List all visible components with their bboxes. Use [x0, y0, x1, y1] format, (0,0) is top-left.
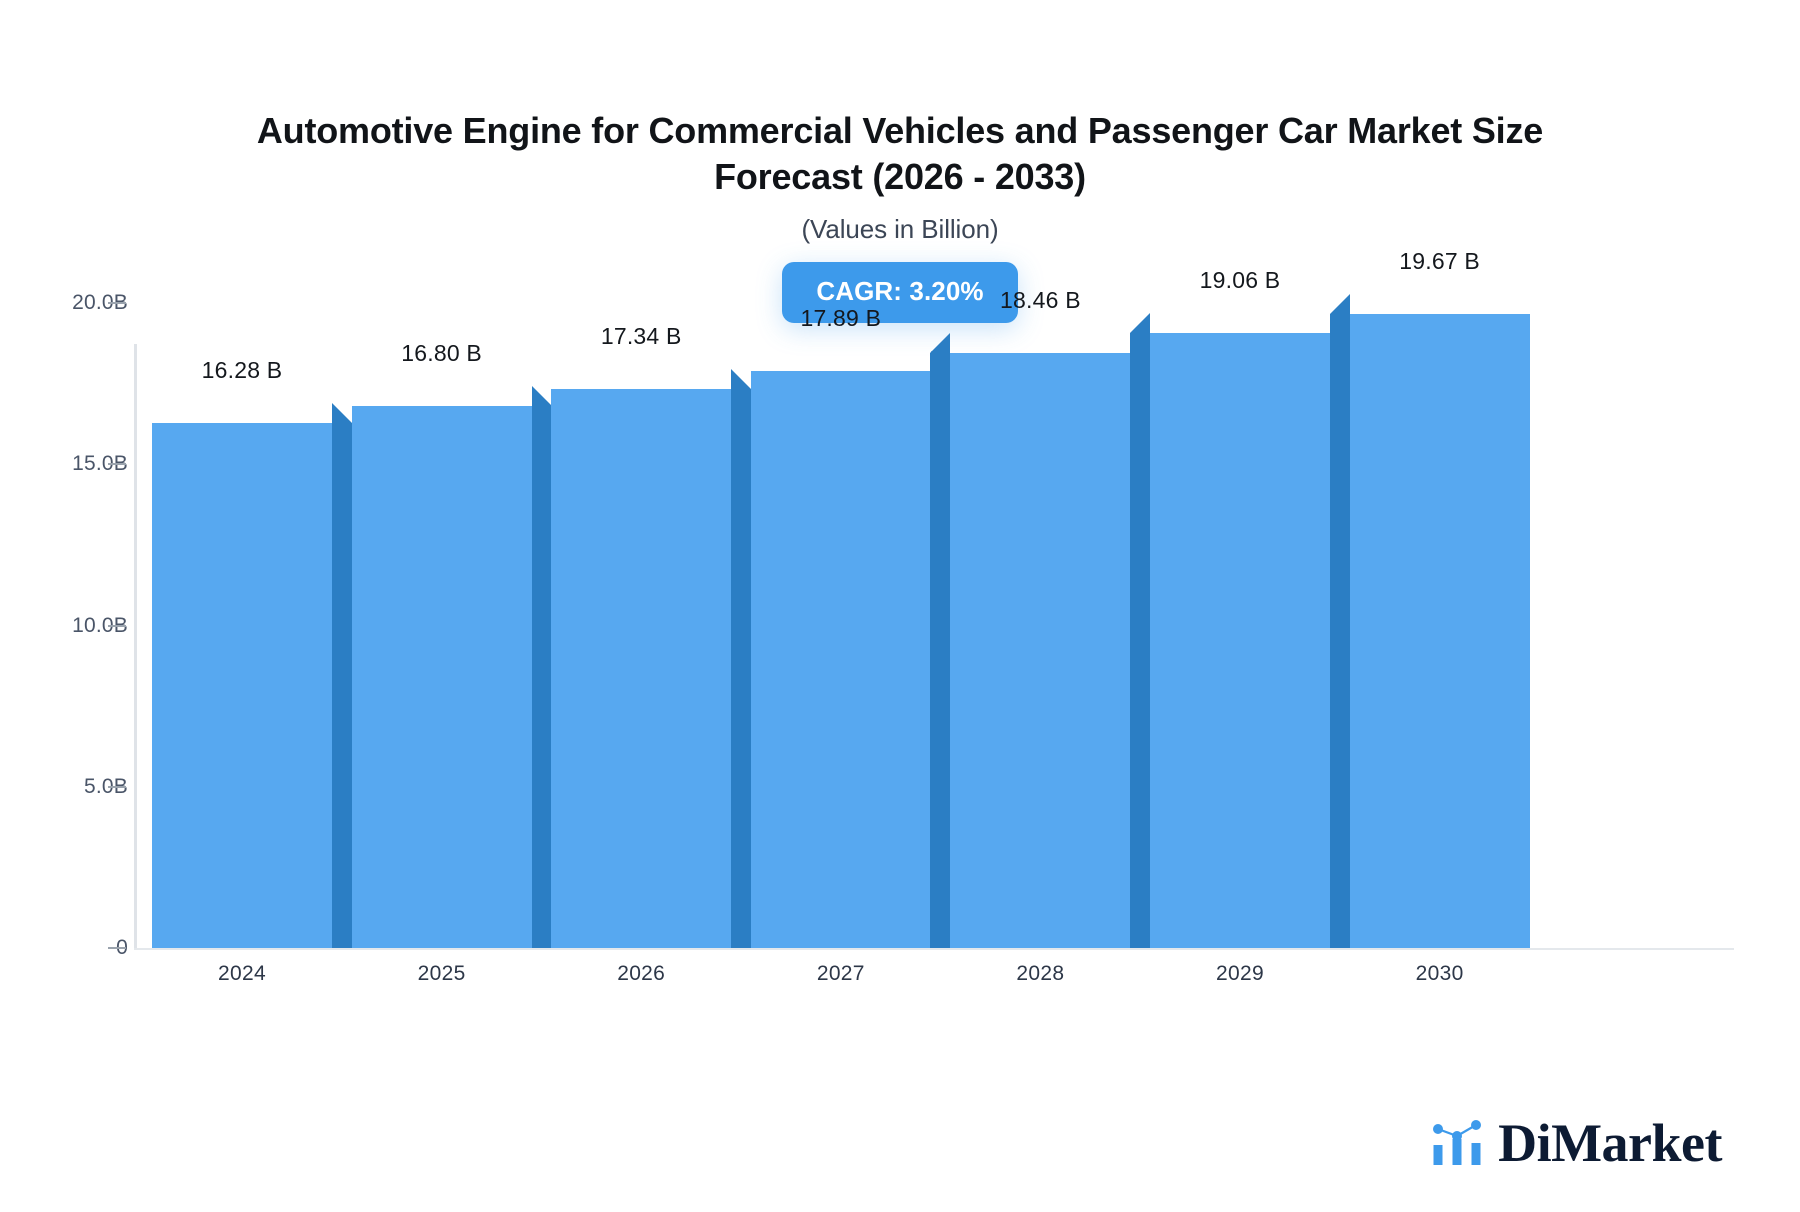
y-axis-tick-label: 10.0B	[72, 613, 128, 637]
bar-side-face	[930, 352, 951, 948]
title-block: Automotive Engine for Commercial Vehicle…	[0, 108, 1800, 245]
bar-face	[1349, 313, 1530, 948]
y-axis-tick-mark	[108, 302, 126, 304]
bar-2028[interactable]	[930, 332, 1131, 948]
bar-value-label: 19.06 B	[1199, 267, 1281, 294]
bar-bevel	[531, 386, 552, 407]
x-axis-tick-label: 2025	[417, 962, 466, 985]
y-axis-tick-label: 15.0B	[72, 452, 128, 476]
cagr-badge-wrap: CAGR: 3.20%	[0, 262, 1800, 323]
bar-bevel	[731, 368, 752, 389]
logo-text: DiMarket	[1498, 1113, 1722, 1173]
bar-2030[interactable]	[1329, 293, 1530, 948]
bar-face	[351, 406, 532, 948]
bar-2027[interactable]	[750, 351, 951, 948]
y-axis-tick-mark	[108, 947, 126, 949]
bar-value-label: 19.67 B	[1399, 247, 1480, 274]
chart-subtitle: (Values in Billion)	[801, 214, 999, 245]
y-axis-tick-mark	[108, 624, 126, 627]
bar-face	[1150, 333, 1330, 948]
bar-side-face	[1130, 333, 1150, 948]
bar-value-label: 16.28 B	[201, 356, 283, 383]
bar-bevel	[332, 402, 352, 423]
x-axis-tick-label: 2026	[617, 962, 666, 985]
x-axis-tick-label: 2024	[218, 962, 266, 985]
cagr-badge: CAGR: 3.20%	[782, 262, 1018, 323]
bar-2029[interactable]	[1130, 313, 1330, 948]
bar-bevel	[930, 332, 951, 353]
bar-side-face	[531, 406, 552, 948]
chart-title: Automotive Engine for Commercial Vehicle…	[256, 110, 1544, 198]
bar-bevel	[1329, 293, 1350, 314]
bar-face	[750, 371, 931, 948]
bar-face	[152, 422, 332, 948]
bar-value-label: 18.46 B	[1000, 286, 1081, 313]
x-axis-line	[134, 948, 1734, 950]
bar-face	[950, 352, 1131, 948]
x-axis-tick-label: 2027	[816, 962, 865, 985]
bar-side-face	[1329, 313, 1350, 948]
y-axis-tick-mark	[108, 463, 126, 466]
x-axis-tick-label: 2028	[1016, 962, 1065, 985]
x-axis-tick-label: 2029	[1216, 962, 1264, 985]
bar-value-label: 17.89 B	[800, 305, 882, 332]
bar-side-face	[731, 388, 752, 948]
y-axis-line	[134, 344, 137, 950]
bar-chart-icon	[1433, 1120, 1482, 1165]
bar-value-label: 17.34 B	[600, 322, 682, 349]
brand-logo: DiMarket	[1432, 1116, 1722, 1170]
bar-side-face	[332, 422, 352, 948]
x-axis-tick-label: 2030	[1415, 962, 1464, 985]
bar-bevel	[1130, 313, 1150, 334]
y-axis-tick-label: 5.0B	[84, 774, 128, 798]
y-axis-tick-mark	[108, 785, 126, 788]
bar-2025[interactable]	[351, 386, 552, 948]
y-axis-tick-label: 20.0B	[72, 291, 128, 314]
bar-2024[interactable]	[152, 402, 352, 948]
bar-2026[interactable]	[551, 368, 752, 948]
bar-face	[551, 388, 732, 948]
bar-value-label: 16.80 B	[401, 340, 482, 367]
